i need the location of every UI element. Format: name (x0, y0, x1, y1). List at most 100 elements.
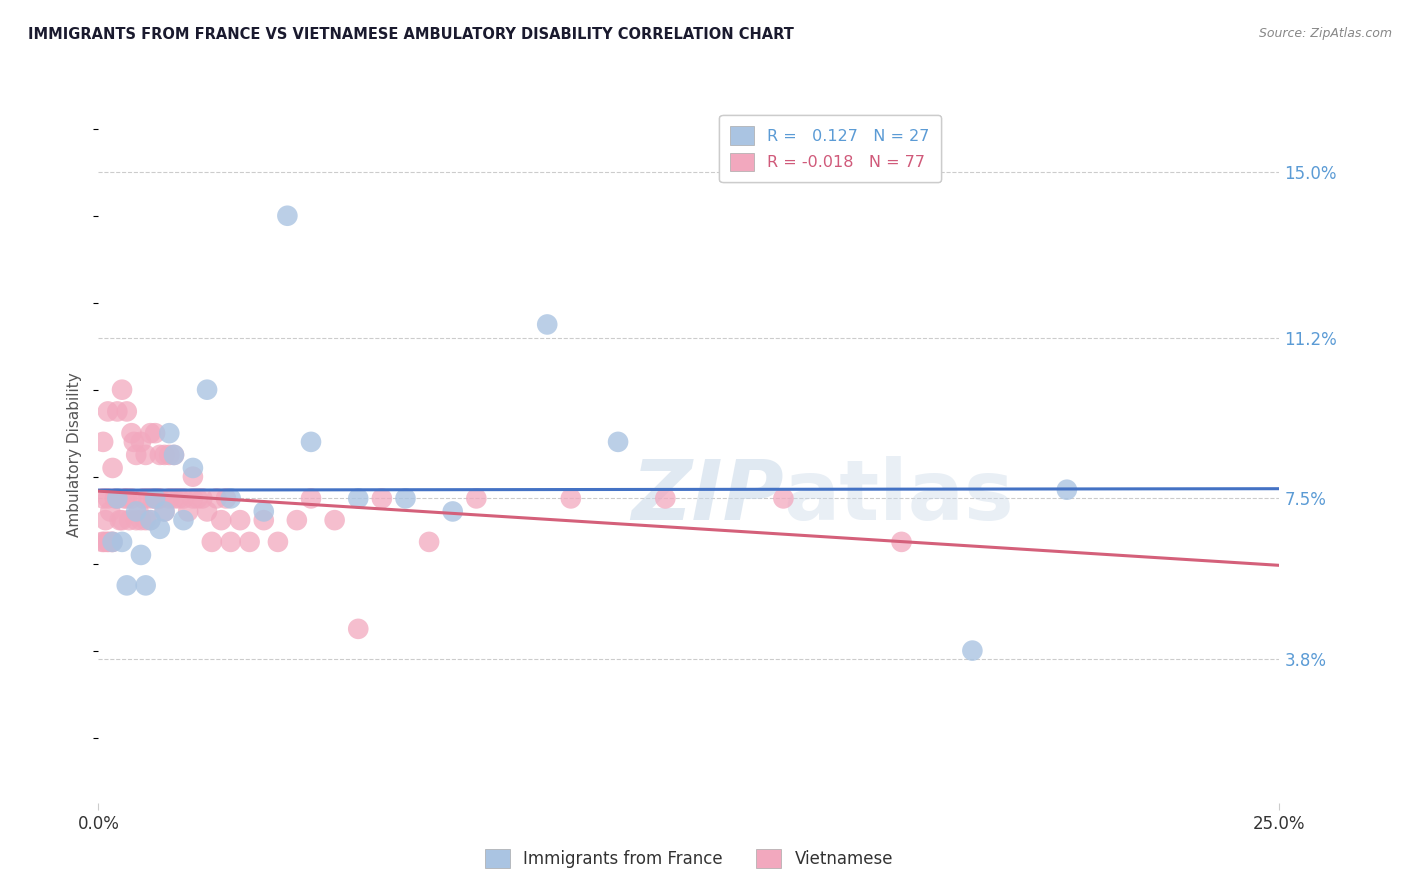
Point (135, 578, 157, 592)
Point (91, 534, 114, 549)
Point (93, 534, 115, 549)
Point (101, 461, 124, 475)
Point (149, 522, 172, 536)
Point (195, 383, 218, 397)
Point (163, 448, 186, 462)
Point (172, 513, 194, 527)
Point (191, 491, 214, 506)
Point (129, 434, 152, 449)
Point (146, 491, 169, 506)
Point (91, 434, 114, 449)
Point (560, 491, 582, 506)
Point (149, 491, 172, 506)
Point (135, 513, 157, 527)
Point (132, 491, 155, 506)
Point (105, 491, 128, 506)
Point (139, 513, 162, 527)
Point (299, 491, 322, 506)
Point (441, 504, 464, 518)
Y-axis label: Ambulatory Disability: Ambulatory Disability (67, 373, 83, 537)
Text: IMMIGRANTS FROM FRANCE VS VIETNAMESE AMBULATORY DISABILITY CORRELATION CHART: IMMIGRANTS FROM FRANCE VS VIETNAMESE AMB… (28, 27, 794, 42)
Point (772, 491, 794, 506)
Point (177, 504, 200, 518)
Point (97, 404, 120, 418)
Point (153, 504, 176, 518)
Point (654, 491, 676, 506)
Point (153, 504, 176, 518)
Point (371, 491, 394, 506)
Point (115, 404, 138, 418)
Point (195, 504, 218, 518)
Point (104, 491, 127, 506)
Point (536, 318, 558, 332)
Point (418, 534, 440, 549)
Legend: Immigrants from France, Vietnamese: Immigrants from France, Vietnamese (478, 843, 900, 875)
Point (139, 513, 162, 527)
Point (253, 504, 276, 518)
Point (118, 513, 141, 527)
Point (167, 491, 190, 506)
Point (253, 513, 276, 527)
Point (347, 491, 370, 506)
Point (97, 534, 120, 549)
Point (100, 534, 122, 549)
Point (111, 383, 134, 397)
Point (91, 491, 114, 506)
Point (465, 491, 488, 506)
Point (285, 513, 308, 527)
Point (105, 491, 128, 506)
Point (229, 513, 252, 527)
Point (219, 491, 242, 506)
Point (112, 491, 135, 506)
Point (128, 504, 150, 518)
Point (129, 513, 152, 527)
Point (125, 504, 148, 518)
Point (136, 491, 159, 506)
Text: Source: ZipAtlas.com: Source: ZipAtlas.com (1258, 27, 1392, 40)
Point (121, 426, 143, 441)
Point (125, 448, 148, 462)
Point (111, 513, 134, 527)
Point (135, 448, 157, 462)
Point (153, 448, 176, 462)
Point (163, 448, 186, 462)
Point (172, 491, 194, 506)
Point (323, 513, 346, 527)
Point (299, 434, 322, 449)
Point (105, 404, 128, 418)
Point (94, 513, 117, 527)
Point (115, 491, 138, 506)
Point (143, 491, 166, 506)
Point (97, 491, 120, 506)
Point (890, 534, 912, 549)
Point (219, 534, 242, 549)
Point (1056, 483, 1078, 497)
Point (267, 534, 290, 549)
Point (101, 534, 124, 549)
Point (121, 491, 143, 506)
Point (276, 209, 298, 223)
Point (181, 469, 204, 483)
Point (129, 548, 152, 562)
Point (96, 534, 118, 549)
Point (201, 534, 224, 549)
Text: ZIP: ZIP (631, 456, 783, 537)
Point (205, 491, 228, 506)
Point (139, 426, 162, 441)
Point (143, 491, 166, 506)
Point (394, 491, 416, 506)
Point (125, 513, 148, 527)
Point (157, 491, 180, 506)
Point (209, 513, 232, 527)
Legend: R =   0.127   N = 27, R = -0.018   N = 77: R = 0.127 N = 27, R = -0.018 N = 77 (720, 115, 941, 182)
Point (111, 534, 134, 549)
Point (157, 448, 180, 462)
Point (347, 622, 370, 636)
Point (157, 426, 180, 441)
Point (122, 434, 145, 449)
Point (181, 461, 204, 475)
Point (187, 491, 209, 506)
Point (142, 491, 165, 506)
Point (239, 534, 262, 549)
Point (115, 578, 138, 592)
